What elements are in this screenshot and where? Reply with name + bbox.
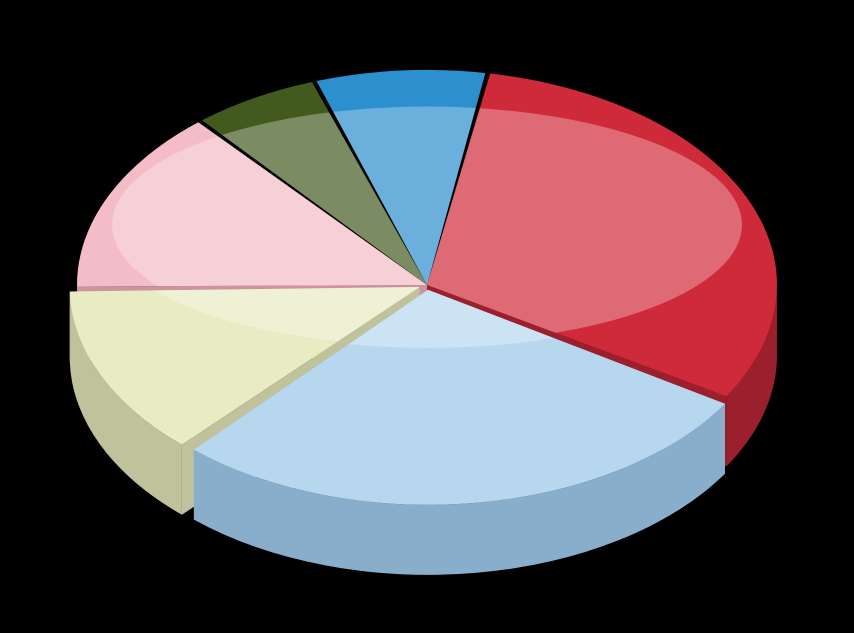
- pie-chart-svg: [0, 0, 854, 633]
- pie-chart-3d: [0, 0, 854, 633]
